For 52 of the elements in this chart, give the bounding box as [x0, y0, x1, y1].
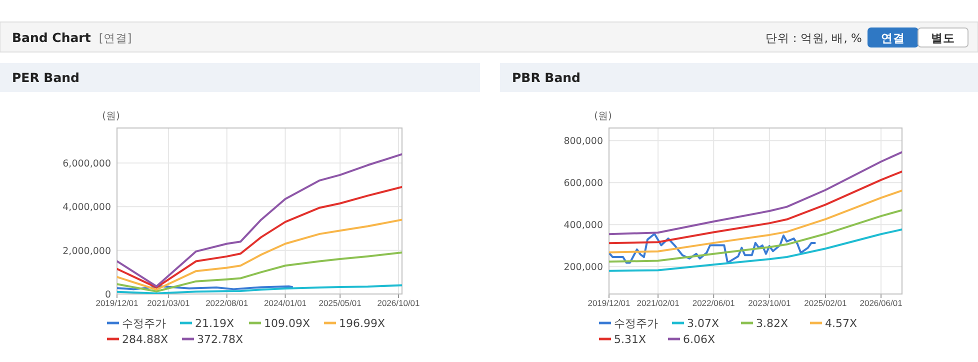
chart-title: PER Band	[12, 70, 80, 85]
text: Band Chart	[12, 30, 91, 45]
y-tick-label: 600,000	[564, 178, 603, 190]
line-series	[117, 153, 402, 288]
legend-label: 109.09X	[264, 317, 310, 330]
legend-label: 3.07X	[687, 317, 720, 330]
chart-title: PBR Band	[512, 70, 580, 85]
x-tick-label: 2024/01/01	[264, 298, 307, 308]
y-tick-label: 800,000	[564, 136, 603, 148]
legend-label: 284.88X	[122, 333, 168, 346]
line-series	[609, 232, 816, 264]
text: 연결	[881, 31, 905, 45]
y-axis-title: (원)	[594, 111, 612, 122]
x-tick-label: 2021/02/01	[636, 298, 680, 308]
y-tick-label: 2,000,000	[62, 246, 111, 257]
legend-label: 21.19X	[195, 317, 234, 330]
x-tick-label: 2019/12/01	[96, 298, 139, 308]
legend-label: 3.82X	[756, 317, 788, 330]
text: [연결]	[98, 31, 132, 45]
x-tick-label: 2022/08/01	[206, 298, 248, 308]
x-tick-label: 2026/06/01	[860, 298, 903, 308]
x-tick-label: 2019/12/01	[588, 298, 631, 308]
y-tick-label: 400,000	[564, 220, 603, 232]
y-tick-label: 4,000,000	[62, 202, 111, 214]
line-series	[609, 190, 902, 254]
legend-label: 6.06X	[683, 333, 716, 346]
text: 단위 : 억원, 배, %	[765, 31, 862, 45]
line-series	[117, 252, 402, 292]
line-series	[117, 186, 402, 288]
line-series	[609, 170, 902, 244]
y-tick-label: 200,000	[564, 262, 603, 274]
legend-label: 수정주가	[614, 317, 658, 330]
y-axis-title: (원)	[102, 111, 120, 122]
line-series	[609, 209, 902, 263]
legend-label: 372.78X	[197, 333, 244, 346]
legend-label: 196.99X	[339, 317, 386, 330]
legend-label: 5.31X	[614, 333, 646, 346]
x-tick-label: 2022/06/01	[692, 298, 736, 308]
line-series	[117, 284, 402, 294]
y-tick-label: 6,000,000	[62, 158, 111, 170]
x-tick-label: 2021/03/01	[147, 298, 190, 308]
line-series	[609, 151, 902, 236]
legend-label: 4.57X	[825, 317, 858, 330]
x-tick-label: 2026/10/01	[377, 298, 420, 308]
line-series	[609, 228, 902, 272]
text: 별도	[931, 31, 955, 45]
x-tick-label: 2025/05/01	[318, 298, 362, 308]
y-tick-label: 0	[104, 290, 111, 300]
x-tick-label: 2023/10/01	[748, 298, 791, 308]
line-series	[117, 218, 402, 291]
legend-label: 수정주가	[122, 317, 166, 330]
x-tick-label: 2025/02/01	[804, 298, 847, 308]
